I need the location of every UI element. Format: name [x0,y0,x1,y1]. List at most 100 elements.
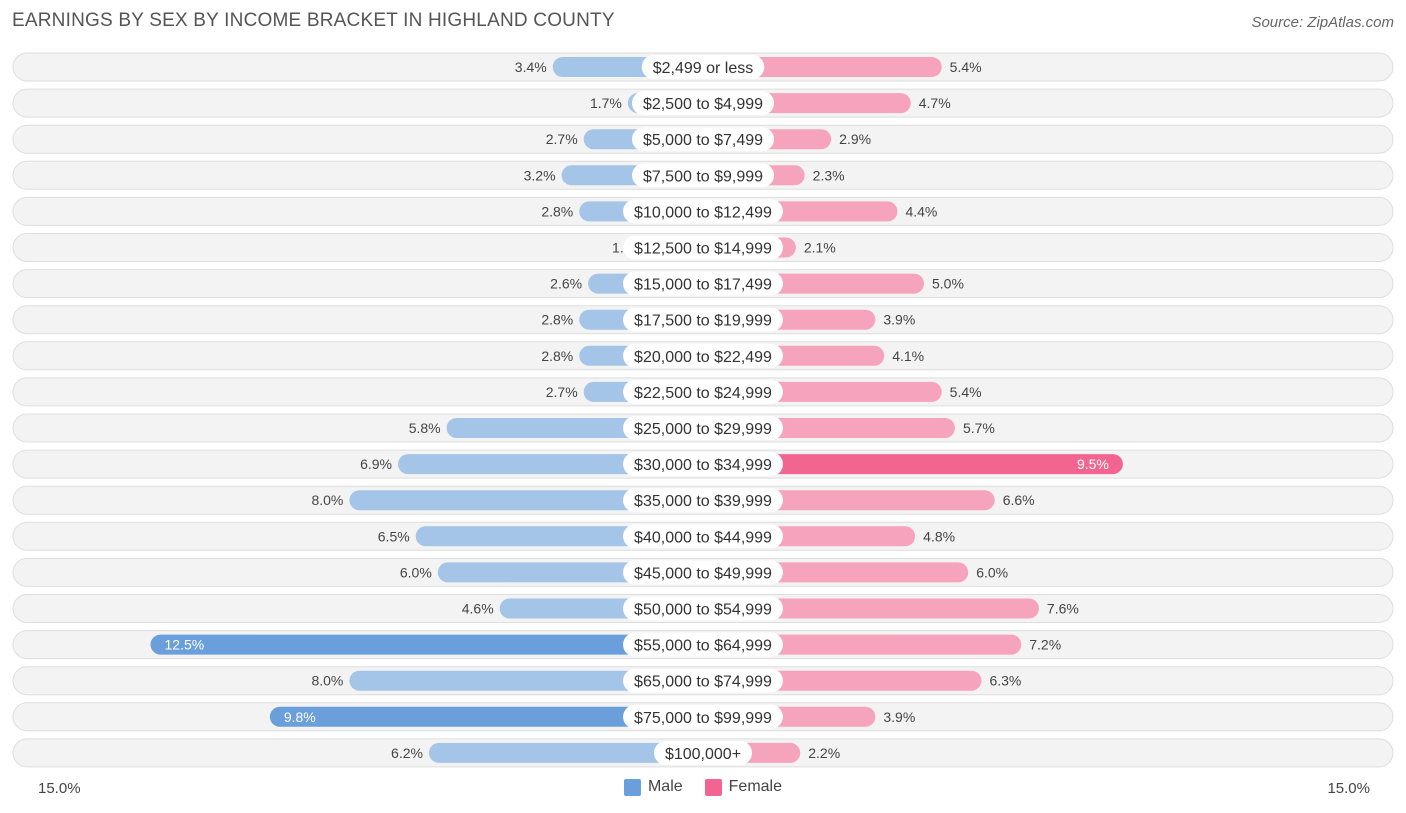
bar-row: 4.6% 7.6% $50,000 to $54,999 [12,594,1394,623]
male-value-label: 2.8% [541,203,573,219]
category-pill [631,127,775,152]
male-value-label: 2.7% [546,131,578,147]
female-value-label: 6.6% [1003,492,1035,508]
category-label: $10,000 to $12,499 [634,204,772,221]
category-label: $17,500 to $19,999 [634,313,772,330]
category-pill [623,343,783,368]
category-pill [631,91,775,116]
female-bar[interactable] [703,598,1039,619]
bar-row: 3.2% 2.3% $7,500 to $9,999 [12,160,1394,190]
female-value-label: 7.6% [1047,601,1079,617]
category-pill [623,704,783,729]
bar-row: 12.5% 7.2% $55,000 to $64,999 [12,630,1394,660]
bar-row: 6.9% 9.5% $30,000 to $34,999 [12,449,1394,479]
bar-row: 9.8% 3.9% $75,000 to $99,999 [12,702,1394,732]
legend-item-male[interactable]: Male [623,778,683,796]
female-value-label: 4.4% [905,203,937,219]
female-value-label: 2.3% [813,167,845,183]
male-value-label: 2.8% [541,348,573,364]
bar-row: 6.5% 4.8% $40,000 to $44,999 [12,521,1394,551]
category-label: $45,000 to $49,999 [634,565,772,582]
category-label: $40,000 to $44,999 [634,529,772,546]
male-value-label: 9.8% [284,709,316,725]
category-label: $22,500 to $24,999 [634,385,772,402]
bar-row: 2.8% 3.9% $17,500 to $19,999 [12,305,1394,335]
axis-left-label: 15.0% [38,780,81,797]
category-pill [623,668,783,693]
category-label: $5,000 to $7,499 [643,132,763,149]
male-value-label: 6.9% [360,456,392,472]
female-value-label: 4.7% [919,95,951,111]
male-swatch-icon [623,778,641,796]
category-label: $15,000 to $17,499 [634,277,772,294]
female-bar[interactable] [703,454,1123,475]
male-value-label: 4.6% [462,601,494,617]
bar-row: 6.0% 6.0% $45,000 to $49,999 [12,557,1394,587]
female-swatch-icon [704,778,722,796]
female-value-label: 9.5% [1077,456,1109,472]
category-pill [623,199,783,224]
category-label: $75,000 to $99,999 [634,710,772,727]
male-bar[interactable] [349,490,703,511]
source-credit: Source: ZipAtlas.com [1251,14,1394,31]
female-value-label: 2.1% [804,240,836,256]
chart-title: EARNINGS BY SEX BY INCOME BRACKET IN HIG… [12,10,615,31]
female-value-label: 3.9% [883,312,915,328]
bar-row: 2.8% 4.4% $10,000 to $12,499 [12,196,1394,226]
male-bar[interactable] [269,706,703,727]
category-label: $100,000+ [665,746,741,763]
category-pill [623,560,783,585]
category-pill [653,740,753,765]
female-value-label: 6.3% [989,673,1021,689]
male-value-label: 2.7% [546,384,578,400]
female-value-label: 4.8% [923,528,955,544]
female-value-label: 5.7% [963,420,995,436]
female-value-label: 7.2% [1029,637,1061,653]
male-value-label: 6.0% [400,564,432,580]
female-value-label: 5.0% [932,276,964,292]
male-bar[interactable] [150,634,704,655]
category-pill [623,271,783,296]
category-pill [623,235,783,260]
bar-row: 1.7% 4.7% $2,500 to $4,999 [12,88,1394,118]
category-pill [623,452,783,477]
bar-row: 2.7% 5.4% $22,500 to $24,999 [12,377,1394,407]
category-label: $35,000 to $39,999 [634,493,772,510]
male-value-label: 1.7% [590,95,622,111]
category-pill [623,307,783,332]
category-label: $30,000 to $34,999 [634,457,772,474]
female-value-label: 5.4% [950,59,982,75]
male-value-label: 12.5% [165,637,205,653]
category-label: $2,499 or less [653,60,754,77]
category-label: $25,000 to $29,999 [634,421,772,438]
category-label: $2,500 to $4,999 [643,96,763,113]
bar-row: 6.2% 2.2% $100,000+ [12,738,1394,768]
legend: Male Female [0,778,1406,796]
male-bar[interactable] [428,742,703,763]
male-bar[interactable] [349,670,703,691]
bar-row: 2.8% 4.1% $20,000 to $22,499 [12,341,1394,371]
bar-row: 8.0% 6.6% $35,000 to $39,999 [12,485,1394,515]
category-label: $12,500 to $14,999 [634,241,772,258]
category-pill [623,632,783,657]
female-bar[interactable] [703,634,1022,655]
male-value-label: 5.8% [409,420,441,436]
bar-row: 8.0% 6.3% $65,000 to $74,999 [12,666,1394,696]
male-value-label: 6.2% [391,745,423,761]
axis-right-label: 15.0% [1327,780,1370,797]
category-pill [623,524,783,549]
female-value-label: 5.4% [950,384,982,400]
legend-item-female[interactable]: Female [704,778,783,796]
category-pill [623,379,783,404]
female-value-label: 3.9% [883,709,915,725]
legend-male-label: Male [647,778,683,795]
female-value-label: 2.2% [808,745,840,761]
category-label: $65,000 to $74,999 [634,674,772,691]
female-value-label: 6.0% [976,564,1008,580]
category-label: $55,000 to $64,999 [634,638,772,655]
category-pill [623,416,783,440]
bar-row: 1.2%2.1%$12,500 to $14,999 [12,233,1394,262]
female-value-label: 4.1% [892,348,924,364]
legend-female-label: Female [728,778,783,795]
